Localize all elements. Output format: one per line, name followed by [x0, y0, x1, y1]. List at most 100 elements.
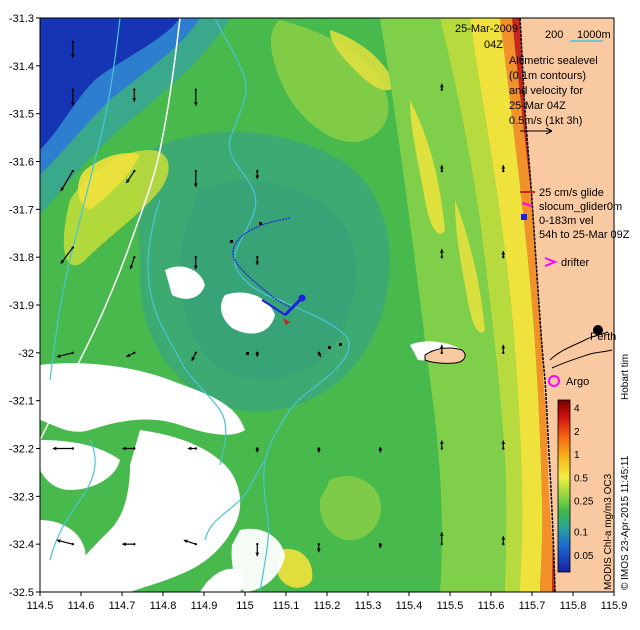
glider-legend-line3: 0-183m vel — [539, 215, 593, 227]
velocity-arrow — [193, 88, 198, 106]
velocity-arrows — [52, 40, 506, 557]
velocity-arrow — [183, 539, 197, 546]
y-tick-label: -31.7 — [9, 204, 34, 216]
velocity-arrow — [193, 255, 198, 270]
colorbar-tick-label: 0.1 — [574, 528, 588, 539]
velocity-arrow — [439, 249, 444, 259]
velocity-arrow — [60, 246, 75, 264]
y-tick-label: -32.4 — [9, 539, 34, 551]
velocity-arrow — [187, 446, 197, 451]
velocity-arrow — [439, 440, 444, 450]
colorbar-tick-label: 0.5 — [574, 473, 588, 484]
velocity-arrow — [317, 351, 322, 358]
velocity-arrow — [52, 446, 75, 451]
velocity-arrow — [125, 169, 136, 184]
colorbar-tick-label: 0.05 — [574, 551, 594, 562]
drifter-marker-icon — [544, 257, 558, 267]
velocity-arrow — [255, 542, 260, 557]
x-tick-label: 114.7 — [109, 600, 136, 612]
velocity-arrow — [439, 344, 444, 355]
velocity-arrow — [378, 542, 383, 549]
nearshore-band — [380, 18, 507, 592]
velocity-arrow — [439, 532, 444, 546]
x-tick-label: 115.2 — [314, 600, 341, 612]
y-tick-label: -32.2 — [9, 444, 34, 456]
altimetry-note-line3: and velocity for — [509, 85, 583, 97]
velocity-arrow — [122, 542, 136, 547]
altimetry-note-line2: (0.1m contours) — [509, 70, 586, 82]
y-tick-label: -32.1 — [9, 396, 34, 408]
velocity-arrow — [439, 165, 444, 173]
colorbar-ticks: 4 2 1 0.5 0.25 0.1 0.05 — [574, 404, 594, 562]
map-time: 04Z — [484, 39, 503, 51]
glider-track — [232, 217, 293, 309]
x-tick-label: 115.8 — [560, 600, 587, 612]
velocity-arrow — [501, 440, 506, 450]
y-tick-label: -31.8 — [9, 252, 34, 264]
glider-position-marker — [298, 294, 306, 302]
credit-text: © IMOS 23-Apr-2015 11:45:11 — [620, 455, 631, 590]
x-tick-label: 114.9 — [191, 600, 218, 612]
y-tick-label: -32.3 — [9, 491, 34, 503]
x-tick-label: 115.5 — [437, 600, 464, 612]
velocity-arrow — [255, 169, 260, 180]
x-tick-label: 115.3 — [355, 600, 382, 612]
y-axis: -31.3 -31.4 -31.5 -31.6 -31.7 -31.8 -31.9 -32 -3… — [9, 13, 40, 599]
perth-city-icon — [593, 325, 603, 335]
velocity-arrow — [255, 351, 260, 357]
sample-points — [230, 222, 342, 355]
velocity-arrow — [193, 169, 198, 188]
velocity-arrow — [501, 536, 506, 546]
velocity-arrow — [501, 165, 506, 173]
argo-label: Argo — [566, 376, 589, 388]
velocity-arrow — [70, 88, 75, 106]
drifter-label: drifter — [561, 257, 589, 269]
y-tick-label: -31.9 — [9, 300, 34, 312]
colorbar-tick-label: 1 — [574, 450, 580, 461]
x-tick-label: 114.6 — [68, 600, 95, 612]
y-tick-label: -32 — [18, 348, 34, 360]
velocity-arrow — [56, 539, 75, 546]
velocity-arrow — [56, 351, 75, 358]
velocity-arrow — [501, 251, 506, 259]
altimetry-note-line5: 0.5m/s (1kt 3h) — [509, 115, 582, 127]
colorbar-tick-label: 0.25 — [574, 497, 594, 508]
deep-isobath — [40, 18, 181, 441]
velocity-arrow — [132, 88, 137, 102]
cloud-gaps — [40, 266, 462, 592]
x-tick-label: 115.9 — [601, 600, 628, 612]
argo-float-icon — [548, 375, 560, 387]
x-tick-label: 115.7 — [519, 600, 546, 612]
y-tick-label: -31.6 — [9, 157, 34, 169]
hobart-time-label: Hobart tim — [620, 354, 631, 400]
perth-label: Perth — [590, 331, 616, 343]
colorbar-tick-label: 4 — [574, 404, 580, 415]
x-axis: 114.5 114.6 114.7 114.8 114.9 115 115.1 115.2 11… — [27, 592, 628, 612]
x-tick-label: 115.6 — [478, 600, 505, 612]
glider-legend-line4: 54h to 25-Mar 09Z — [539, 229, 630, 241]
scale-arrow-icon — [520, 127, 553, 135]
velocity-arrow — [255, 255, 260, 266]
colorbar-title: MODIS Chl-a mg/m3 OC3 — [603, 473, 614, 590]
map-plot-area — [40, 18, 614, 592]
land-mass — [520, 18, 614, 592]
velocity-arrow — [191, 351, 197, 362]
velocity-arrow — [122, 446, 136, 451]
y-tick-label: -31.4 — [9, 61, 34, 73]
altimetry-note-line4: 25-Mar 04Z — [509, 100, 566, 112]
velocity-arrow — [126, 351, 136, 358]
velocity-arrow — [60, 169, 75, 192]
colorbar-tick-label: 2 — [574, 427, 580, 438]
colorbar — [557, 399, 571, 573]
x-tick-label: 114.5 — [27, 600, 54, 612]
isobath-200-label: 200 — [545, 29, 563, 41]
glider-legend-line1: 25 cm/s glide — [539, 187, 604, 199]
x-tick-label: 114.8 — [150, 600, 177, 612]
map-date: 25-Mar-2009 — [455, 23, 518, 35]
velocity-arrow — [70, 40, 75, 58]
y-tick-label: -31.3 — [9, 13, 34, 25]
velocity-arrow — [501, 344, 506, 355]
x-tick-label: 115 — [236, 600, 254, 612]
glider-legend-line2: slocum_glider0m — [539, 201, 622, 213]
